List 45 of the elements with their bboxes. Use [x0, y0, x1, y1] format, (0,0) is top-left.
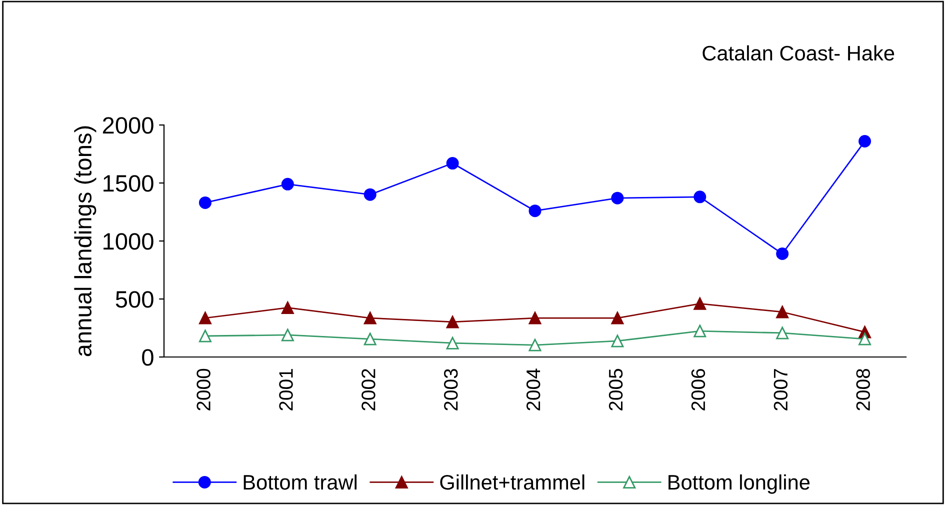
point: [198, 312, 212, 324]
point: [528, 312, 542, 324]
point: [776, 326, 789, 340]
point: [611, 192, 624, 204]
point: [446, 157, 459, 170]
y-tick-label: 2000: [102, 117, 154, 134]
point: [858, 332, 872, 346]
point: [694, 324, 706, 338]
x-tick-label: 2005: [608, 368, 623, 410]
x-tick-label: 2007: [774, 369, 788, 410]
point: [364, 332, 376, 346]
y-axis-title: annual landings (tons): [74, 126, 96, 356]
point: [528, 204, 542, 218]
point: [528, 338, 542, 352]
x-tick-label: 2006: [691, 368, 706, 410]
point: [364, 188, 376, 201]
legend-label: Bottom trawl: [244, 474, 357, 490]
x-tick-label: 2002: [362, 369, 376, 410]
point: [198, 196, 212, 209]
point: [776, 248, 789, 260]
legend-label: Bottom longline: [668, 474, 810, 494]
x-tick-label: 2000: [196, 368, 210, 410]
point: [281, 328, 294, 342]
y-tick-label: 1000: [104, 233, 154, 250]
point: [446, 316, 459, 328]
point: [694, 190, 706, 204]
y-tick-label: 0: [142, 349, 154, 366]
legend-label: Gillnet+trammel: [440, 474, 584, 490]
x-tick-label: 2001: [279, 369, 293, 410]
point: [198, 330, 212, 342]
x-tick-label: 2004: [526, 368, 540, 410]
point: [611, 334, 624, 348]
y-tick-label: 1500: [104, 175, 154, 192]
point: [776, 306, 789, 318]
point: [281, 301, 294, 314]
chart-title: Catalan Coast- Hake: [702, 45, 894, 61]
x-tick-label: 2003: [444, 368, 458, 410]
point: [694, 297, 706, 310]
point: [446, 336, 459, 350]
x-tick-label: 2008: [856, 368, 870, 410]
point: [364, 312, 376, 324]
point: [611, 312, 624, 324]
y-tick-label: 500: [116, 291, 154, 308]
point: [858, 134, 872, 148]
point: [281, 178, 294, 190]
